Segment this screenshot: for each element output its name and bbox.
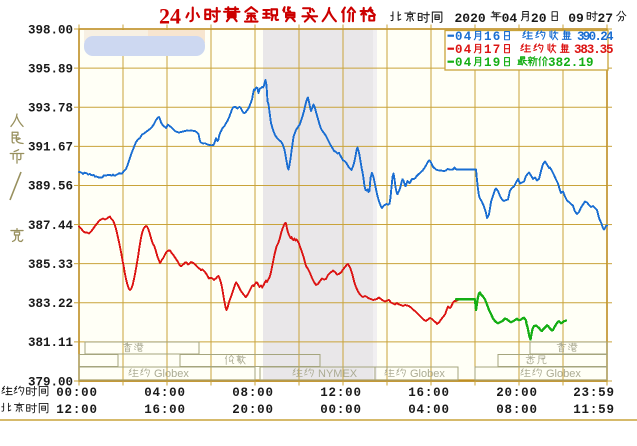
svg-text:20:00: 20:00 [232,403,274,417]
svg-text:Globex: Globex [154,368,189,380]
svg-text:2020: 2020 [455,11,486,26]
svg-text:389.56: 389.56 [28,180,73,194]
svg-text:383.35: 383.35 [574,43,613,57]
svg-text:387.44: 387.44 [28,219,74,233]
svg-text:382.19: 382.19 [548,56,594,70]
svg-text:Globex: Globex [410,368,445,380]
svg-text:04:00: 04:00 [408,403,450,417]
svg-text:04: 04 [455,56,472,70]
svg-text:398.00: 398.00 [28,23,73,37]
svg-text:16:00: 16:00 [144,403,186,417]
svg-text:17: 17 [484,43,501,57]
svg-text:08:00: 08:00 [232,386,274,400]
svg-text:NYMEX: NYMEX [318,368,358,380]
svg-text:12:00: 12:00 [56,403,98,417]
svg-text:385.33: 385.33 [28,258,73,272]
svg-text:12:00: 12:00 [320,386,362,400]
svg-text:11:59: 11:59 [573,403,615,417]
svg-text:391.67: 391.67 [28,141,73,155]
svg-text:379.00: 379.00 [28,375,73,389]
svg-text:19: 19 [484,56,501,70]
svg-text:383.22: 383.22 [28,297,73,311]
svg-text:395.89: 395.89 [28,62,73,76]
svg-text:04: 04 [455,43,472,57]
svg-text:09: 09 [568,11,584,26]
svg-text:00:00: 00:00 [320,403,362,417]
svg-text:23:59: 23:59 [573,386,615,400]
svg-text:381.11: 381.11 [28,336,73,350]
svg-text:27: 27 [598,11,614,26]
svg-text:04: 04 [502,11,518,26]
svg-text:16:00: 16:00 [408,386,450,400]
svg-text:04: 04 [455,30,472,44]
svg-text:20:00: 20:00 [496,386,538,400]
svg-text:04:00: 04:00 [144,386,186,400]
svg-text:16: 16 [484,30,501,44]
svg-text:390.24: 390.24 [577,30,614,44]
svg-text:20: 20 [531,11,547,26]
svg-text:00:00: 00:00 [56,386,98,400]
svg-text:08:00: 08:00 [496,403,538,417]
svg-text:24: 24 [159,4,181,29]
svg-text:Globex: Globex [546,368,581,380]
svg-text:393.78: 393.78 [28,102,73,116]
